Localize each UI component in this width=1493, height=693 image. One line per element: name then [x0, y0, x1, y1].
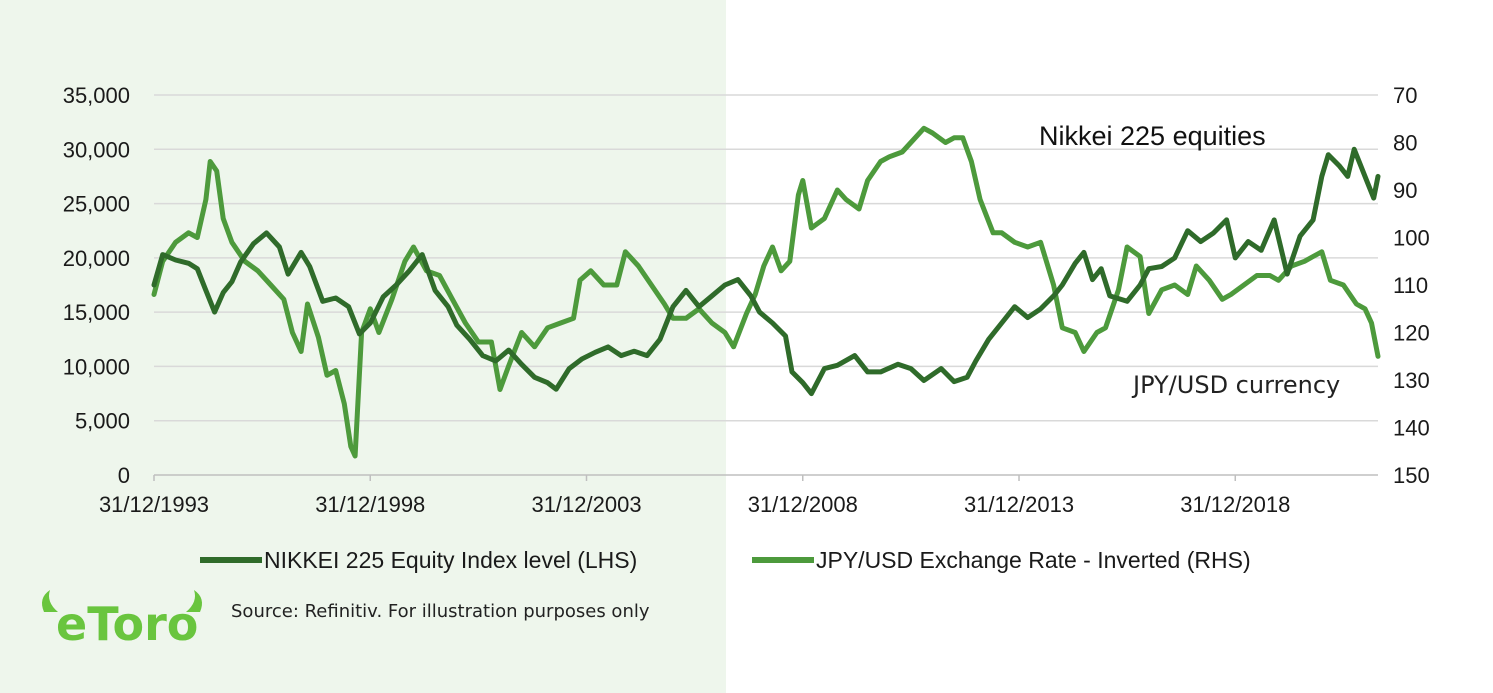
right-tick-label: 70	[1393, 83, 1417, 108]
logo-left-horn	[42, 590, 58, 612]
logo-right-horn	[186, 590, 202, 612]
nikkei-annotation: Nikkei 225 equities	[1039, 121, 1266, 151]
left-axis: 0 5,000 10,000 15,000 20,000 25,000 30,000 35,0…	[63, 83, 130, 488]
logo-text: eToro	[56, 597, 198, 651]
x-tick-label: 31/12/1993	[99, 492, 209, 517]
right-axis: 70 80 90 100 110 120 130 140 150	[1393, 83, 1430, 488]
right-tick-label: 150	[1393, 463, 1430, 488]
legend-label-jpy: JPY/USD Exchange Rate - Inverted (RHS)	[816, 547, 1251, 573]
x-tick-label: 31/12/2013	[964, 492, 1074, 517]
left-tick-label: 15,000	[63, 300, 130, 325]
left-tick-label: 20,000	[63, 246, 130, 271]
left-tick-label: 10,000	[63, 354, 130, 379]
legend-label-nikkei: NIKKEI 225 Equity Index level (LHS)	[264, 547, 637, 573]
x-tick-label: 31/12/1998	[315, 492, 425, 517]
right-tick-label: 140	[1393, 416, 1430, 441]
left-tick-label: 35,000	[63, 83, 130, 108]
left-tick-label: 25,000	[63, 192, 130, 217]
right-tick-label: 110	[1393, 273, 1428, 298]
jpy-annotation: JPY/USD currency	[1131, 371, 1340, 399]
x-tick-label: 31/12/2018	[1180, 492, 1290, 517]
etoro-logo: eToro	[42, 590, 202, 651]
right-tick-label: 90	[1393, 178, 1417, 203]
right-tick-label: 120	[1393, 321, 1430, 346]
left-tick-label: 5,000	[75, 409, 130, 434]
series-layer	[151, 125, 1381, 459]
x-tick-label: 31/12/2008	[748, 492, 858, 517]
left-tick-label: 0	[118, 463, 130, 488]
right-tick-label: 80	[1393, 131, 1417, 156]
right-tick-label: 100	[1393, 226, 1430, 251]
source-note: Source: Refinitiv. For illustration purp…	[231, 601, 650, 622]
nikkei-series-line	[151, 146, 1381, 397]
legend: NIKKEI 225 Equity Index level (LHS) JPY/…	[200, 547, 1251, 573]
left-tick-label: 30,000	[63, 137, 130, 162]
jpy-series-line	[151, 125, 1381, 459]
x-axis: 31/12/1993 31/12/1998 31/12/2003 31/12/2008…	[99, 474, 1378, 517]
x-tick-label: 31/12/2003	[531, 492, 641, 517]
right-tick-label: 130	[1393, 368, 1430, 393]
